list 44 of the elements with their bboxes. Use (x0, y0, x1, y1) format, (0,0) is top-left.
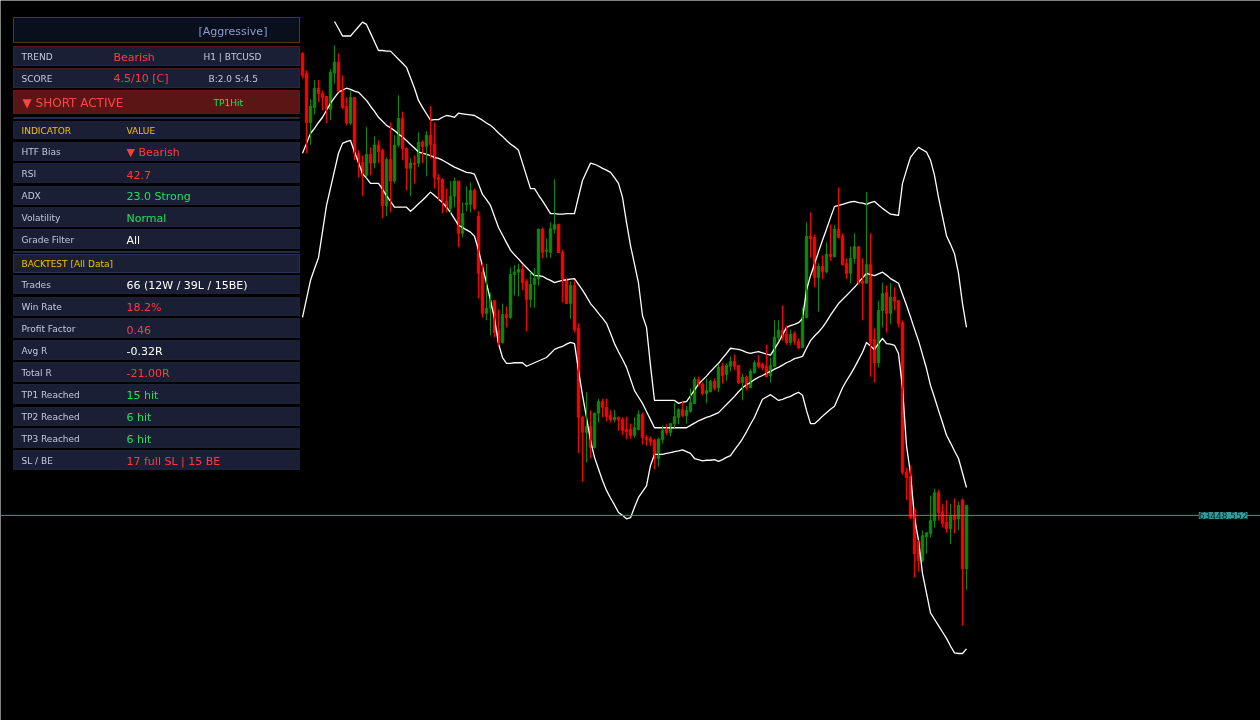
text: 17 full SL | 15 BE (126, 455, 221, 468)
text: 15 hit (126, 389, 160, 402)
text: 6 hit (126, 433, 153, 446)
text: ▼ Bearish (126, 146, 180, 159)
text: [Aggressive] (198, 25, 268, 38)
text: ▼ SHORT ACTIVE (22, 95, 124, 110)
text: Avg R (21, 345, 48, 356)
text: BACKTEST [All Data] (21, 258, 113, 269)
text: 6 hit (126, 411, 153, 424)
text: All (126, 234, 141, 247)
text: H1 | BTCUSD (203, 51, 262, 62)
text: TP2 Reached (20, 411, 80, 422)
text: TREND (20, 51, 53, 62)
text: -0.32R (126, 345, 163, 358)
candlestick (564, 278, 569, 305)
text: 42.7 (126, 168, 151, 182)
text: SCORE (21, 73, 53, 84)
text: Grade Filter (21, 234, 75, 245)
text: TP1 Reached (20, 389, 80, 400)
text: VALUE (126, 125, 156, 136)
text: 18.2% (126, 301, 162, 314)
text: TP3 Reached (20, 433, 80, 444)
text: Profit Factor (21, 323, 76, 334)
text: Win Rate (21, 301, 63, 312)
text: B:2.0 S:4.5 (208, 73, 258, 84)
annotation: 63448.552 (1198, 510, 1248, 521)
text: INDICATOR (21, 125, 72, 136)
text: Bearish (113, 51, 155, 64)
text: Total R (20, 367, 52, 378)
text: 4.5/10 [C] (113, 72, 169, 85)
text: -21.00R (126, 367, 170, 380)
text: RSI (21, 168, 37, 179)
text: Volatility (21, 212, 62, 223)
text: Trades (20, 279, 52, 290)
text: 23.0 Strong (126, 190, 191, 203)
candlestick (464, 185, 469, 212)
text: 0.46 (126, 323, 151, 337)
text: TP1Hit (212, 97, 244, 108)
text: 66 (12W / 39L / 15BE) (126, 279, 248, 292)
text: HTF Bias (21, 146, 61, 157)
candlestick (412, 155, 417, 184)
text: ADX (21, 190, 41, 201)
text: SL / BE (21, 455, 54, 466)
text: Normal (126, 212, 167, 225)
